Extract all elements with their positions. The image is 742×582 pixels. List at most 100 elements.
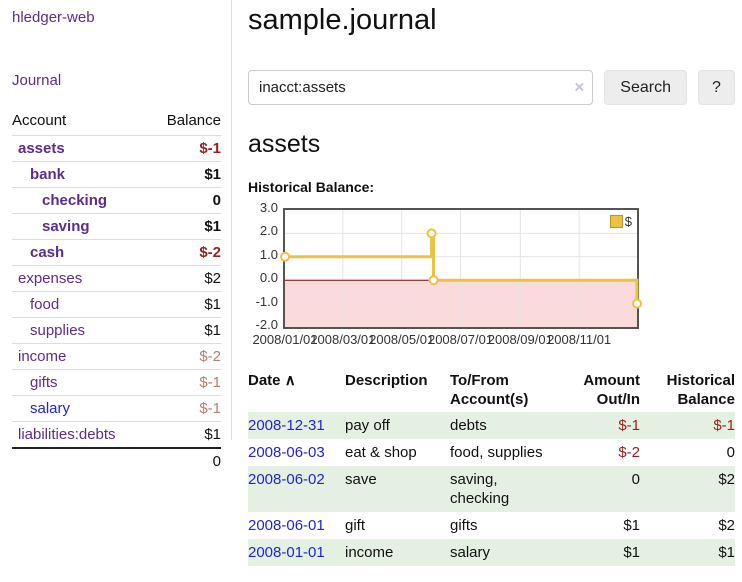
legend-swatch-icon (609, 215, 623, 228)
account-balance: $-1 (149, 135, 221, 162)
account-link[interactable]: checking (42, 192, 108, 209)
x-axis-tick: 2008/03/01 (310, 332, 376, 347)
balance-cell: $1 (718, 544, 735, 561)
amount-cell: 0 (631, 471, 640, 488)
y-axis-tick: 2.0 (259, 223, 278, 239)
balance-cell: $2 (718, 517, 735, 534)
balance-cell: $-1 (713, 417, 735, 434)
account-heading: assets (248, 130, 321, 158)
account-row: supplies $1 (12, 317, 221, 344)
y-axis-tick: 3.0 (259, 200, 278, 215)
sidebar: hledger-web Journal Account Balance asse… (0, 0, 232, 474)
table-row: 2008-06-03 eat & shop food, supplies $-2… (248, 439, 735, 466)
account-link[interactable]: income (18, 348, 67, 365)
account-link[interactable]: saving (42, 218, 90, 235)
description-cell: gift (345, 517, 366, 534)
account-row: liabilities:debts $1 (12, 421, 221, 448)
accounts-col-account: Account (12, 112, 67, 129)
date-link[interactable]: 2008-06-03 (248, 444, 325, 461)
account-balance: $2 (149, 265, 221, 292)
description-cell: save (345, 471, 377, 488)
chart-legend: $ (607, 213, 634, 230)
account-link[interactable]: assets (18, 140, 65, 157)
x-axis-tick: 2008/05/01 (369, 332, 435, 347)
account-row: salary $-1 (12, 395, 221, 422)
y-axis-tick: 1.0 (259, 246, 278, 262)
amount-cell: $-1 (618, 417, 640, 434)
account-row: bank $1 (12, 161, 221, 188)
account-balance: 0 (149, 187, 221, 214)
sort-asc-icon: ∧ (284, 372, 296, 389)
account-row: assets $-1 (12, 135, 221, 162)
account-link[interactable]: gifts (30, 374, 58, 391)
chart-canvas (280, 210, 642, 327)
accounts-total-row: 0 (12, 447, 221, 474)
amount-cell: $1 (623, 544, 640, 561)
description-cell: eat & shop (345, 444, 417, 461)
account-balance: $1 (149, 161, 221, 188)
register-col-description: Description (345, 372, 428, 389)
chart-plot-area: $ (280, 208, 642, 329)
account-balance: $-1 (149, 395, 221, 422)
accounts-total-spacer (12, 447, 150, 474)
account-row: expenses $2 (12, 265, 221, 292)
balance-cell: $2 (718, 471, 735, 488)
register-col-balance: Historical Balance (666, 372, 735, 408)
account-link[interactable]: cash (30, 244, 65, 261)
page-title: sample.journal (248, 4, 437, 36)
chart-title: Historical Balance: (248, 179, 375, 195)
account-link[interactable]: liabilities:debts (18, 426, 116, 443)
account-balance: $-1 (149, 369, 221, 396)
x-axis-tick: 2008/07/01 (427, 332, 494, 347)
table-row: 2008-12-31 pay off debts $-1 $-1 (248, 412, 735, 439)
legend-label: $ (624, 214, 632, 229)
table-row: 2008-06-01 gift gifts $1 $2 (248, 512, 735, 539)
account-row: income $-2 (12, 343, 221, 370)
amount-cell: $-2 (618, 444, 640, 461)
register-col-date[interactable]: Date ∧ (248, 372, 296, 389)
accounts-col-balance: Balance (166, 112, 221, 129)
y-axis-tick: 0.0 (259, 270, 278, 286)
search-bar: × Search ? (248, 70, 735, 105)
register-col-accounts: To/From Account(s) (450, 372, 529, 408)
date-link[interactable]: 2008-06-02 (248, 471, 325, 488)
account-balance: $-2 (149, 343, 221, 370)
table-row: 2008-06-02 save saving, checking 0 $2 (248, 466, 735, 512)
account-row: cash $-2 (12, 239, 221, 266)
account-link[interactable]: food (30, 296, 60, 313)
x-axis-tick: 2008/11/01 (547, 332, 612, 347)
account-balance: $1 (149, 291, 221, 318)
accounts-cell: food, supplies (450, 444, 543, 461)
app-title-link[interactable]: hledger-web (12, 9, 95, 26)
x-axis-tick: 2008/01/01 (252, 332, 318, 347)
account-link[interactable]: salary (30, 400, 71, 417)
date-link[interactable]: 2008-12-31 (248, 417, 325, 434)
search-input[interactable] (248, 70, 594, 105)
account-row: saving $1 (12, 213, 221, 240)
account-row: checking 0 (12, 187, 221, 214)
account-balance: $-2 (149, 239, 221, 266)
account-balance: $1 (149, 213, 221, 240)
search-button[interactable]: Search (604, 70, 687, 105)
accounts-table: Account Balance assets $-1 bank $1 check… (12, 110, 221, 474)
table-row: 2008-01-01 income salary $1 $1 (248, 539, 735, 566)
sidebar-item-journal[interactable]: Journal (12, 72, 62, 89)
account-link[interactable]: bank (30, 166, 66, 183)
date-link[interactable]: 2008-01-01 (248, 544, 325, 561)
clear-search-icon[interactable]: × (574, 77, 585, 97)
help-button[interactable]: ? (698, 70, 735, 105)
main-content: sample.journal × Search ? assets Histori… (248, 0, 735, 566)
register-table: Date ∧ Description To/From Account(s) Am… (248, 368, 735, 566)
balance-chart: $ 3.0 2.0 1.0 0.0 -1.0 -2.0 2008/01/01 2008/03/… (248, 201, 735, 349)
date-link[interactable]: 2008-06-01 (248, 517, 325, 534)
account-link[interactable]: supplies (30, 322, 86, 339)
account-balance: $1 (149, 421, 221, 448)
y-axis-tick: -1.0 (255, 293, 278, 309)
account-link[interactable]: expenses (18, 270, 83, 287)
accounts-total-value: 0 (149, 447, 221, 474)
search-box: × (248, 70, 594, 105)
description-cell: income (345, 544, 394, 561)
accounts-cell: gifts (450, 517, 478, 534)
y-axis-tick: -2.0 (255, 317, 278, 332)
balance-cell: 0 (726, 444, 735, 461)
